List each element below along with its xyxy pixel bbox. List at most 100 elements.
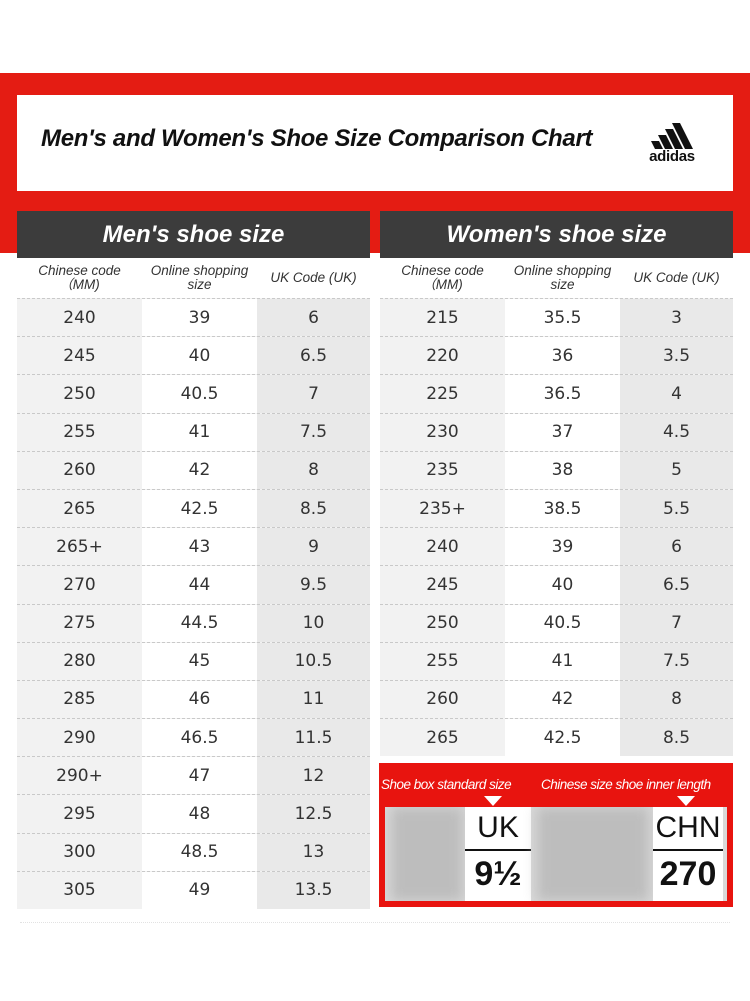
table-row: 255 41 7.5 — [17, 412, 370, 451]
cell-chinese-code: 240 — [17, 299, 142, 337]
cell-chinese-code: 250 — [380, 604, 505, 642]
page-title: Men's and Women's Shoe Size Comparison C… — [41, 125, 593, 152]
cell-online-size: 45 — [142, 642, 257, 680]
label-photo: UK 9½ CHN 270 — [385, 807, 727, 901]
cell-uk-code: 11 — [257, 680, 370, 719]
cell-online-size: 40 — [505, 566, 620, 604]
cell-uk-code: 8.5 — [257, 489, 370, 528]
table-row: 235+ 38.5 5.5 — [380, 488, 733, 528]
table-row: 230 37 4.5 — [380, 412, 733, 451]
cell-chinese-code: 300 — [17, 833, 142, 871]
uk-tag-title: UK — [465, 807, 531, 851]
cell-uk-code: 13.5 — [257, 871, 370, 909]
table-row: 265+ 43 9 — [17, 527, 370, 566]
column-header-chinese-code: Chinese code （MM) — [401, 263, 484, 292]
table-row: 270 44 9.5 — [17, 565, 370, 604]
cell-uk-code: 5 — [620, 451, 733, 489]
table-row: 260 42 8 — [380, 679, 733, 719]
cell-chinese-code: 245 — [17, 337, 142, 375]
cell-chinese-code: 230 — [380, 413, 505, 451]
cell-online-size: 42.5 — [505, 719, 620, 757]
cell-online-size: 42.5 — [142, 489, 257, 528]
shoe-box-label: Shoe box standard size — [381, 777, 512, 792]
cell-online-size: 46.5 — [142, 719, 257, 757]
cell-online-size: 49 — [142, 871, 257, 909]
cell-uk-code: 11.5 — [257, 719, 370, 757]
title-card: Men's and Women's Shoe Size Comparison C… — [17, 95, 733, 191]
cell-online-size: 40.5 — [505, 604, 620, 642]
table-row: 285 46 11 — [17, 679, 370, 719]
cell-chinese-code: 265 — [17, 489, 142, 528]
cell-chinese-code: 250 — [17, 375, 142, 413]
men-size-table: Men's shoe size Chinese code （MM) Online… — [17, 211, 370, 909]
table-row: 275 44.5 10 — [17, 603, 370, 642]
cell-chinese-code: 255 — [380, 642, 505, 680]
cell-chinese-code: 245 — [380, 566, 505, 604]
uk-tag-value: 9½ — [474, 855, 522, 893]
cell-chinese-code: 295 — [17, 795, 142, 833]
column-header-online-size: Online shopping size — [513, 263, 612, 292]
table-row: 240 39 6 — [380, 527, 733, 566]
men-table-heading: Men's shoe size — [17, 211, 370, 258]
cell-online-size: 47 — [142, 757, 257, 795]
men-column-headers: Chinese code （MM) Online shopping size U… — [17, 258, 370, 298]
brand-name: adidas — [649, 148, 695, 165]
cell-online-size: 37 — [505, 413, 620, 451]
chn-size-tag: CHN 270 — [653, 807, 723, 901]
women-size-table: Women's shoe size Chinese code （MM) Onli… — [380, 211, 733, 757]
cell-chinese-code: 305 — [17, 871, 142, 909]
table-row: 300 48.5 13 — [17, 832, 370, 871]
cell-chinese-code: 265+ — [17, 528, 142, 566]
cell-uk-code: 7.5 — [257, 413, 370, 451]
cell-chinese-code: 260 — [17, 451, 142, 489]
cell-uk-code: 9.5 — [257, 566, 370, 604]
men-table-body: 240 39 6 245 40 6.5 250 40.5 7 255 41 7.5 260 42 8 265 4… — [17, 298, 370, 909]
cell-online-size: 48 — [142, 795, 257, 833]
cell-chinese-code: 255 — [17, 413, 142, 451]
cell-uk-code: 7 — [257, 375, 370, 413]
cell-uk-code: 4.5 — [620, 413, 733, 451]
cell-chinese-code: 285 — [17, 680, 142, 719]
table-row: 265 42.5 8.5 — [380, 718, 733, 757]
inner-length-label: Chinese size shoe inner length — [541, 777, 711, 792]
cell-online-size: 46 — [142, 680, 257, 719]
cell-chinese-code: 240 — [380, 528, 505, 566]
blurred-area — [391, 807, 463, 901]
cell-chinese-code: 220 — [380, 337, 505, 375]
chn-tag-value: 270 — [659, 855, 717, 893]
pointer-arrow-icon — [484, 796, 502, 806]
cell-online-size: 44.5 — [142, 604, 257, 642]
cell-chinese-code: 290+ — [17, 757, 142, 795]
cell-online-size: 38 — [505, 451, 620, 489]
women-table-heading: Women's shoe size — [380, 211, 733, 258]
cell-uk-code: 8 — [620, 680, 733, 719]
cell-uk-code: 4 — [620, 375, 733, 413]
adidas-stripes-icon — [651, 123, 693, 149]
cell-chinese-code: 290 — [17, 719, 142, 757]
table-row: 250 40.5 7 — [17, 374, 370, 413]
cell-online-size: 48.5 — [142, 833, 257, 871]
table-row: 215 35.5 3 — [380, 298, 733, 337]
table-row: 220 36 3.5 — [380, 336, 733, 375]
table-row: 280 45 10.5 — [17, 641, 370, 680]
table-row: 235 38 5 — [380, 450, 733, 489]
women-table-body: 215 35.5 3 220 36 3.5 225 36.5 4 230 37 4.5 235 38 5 23… — [380, 298, 733, 757]
table-row: 240 39 6 — [17, 298, 370, 337]
cell-uk-code: 6 — [257, 299, 370, 337]
chn-tag-title: CHN — [653, 807, 723, 851]
women-column-headers: Chinese code （MM) Online shopping size U… — [380, 258, 733, 298]
cell-chinese-code: 235 — [380, 451, 505, 489]
table-row: 290 46.5 11.5 — [17, 718, 370, 757]
cell-online-size: 43 — [142, 528, 257, 566]
cell-online-size: 39 — [142, 299, 257, 337]
table-row: 260 42 8 — [17, 450, 370, 489]
pointer-arrow-icon — [677, 796, 695, 806]
size-label-reference: Shoe box standard size Chinese size shoe… — [379, 763, 733, 907]
cell-online-size: 40.5 — [142, 375, 257, 413]
column-header-uk-code: UK Code (UK) — [633, 270, 720, 285]
table-row: 245 40 6.5 — [17, 336, 370, 375]
cell-uk-code: 13 — [257, 833, 370, 871]
cell-online-size: 38.5 — [505, 489, 620, 528]
table-row: 225 36.5 4 — [380, 374, 733, 413]
table-row: 250 40.5 7 — [380, 603, 733, 642]
